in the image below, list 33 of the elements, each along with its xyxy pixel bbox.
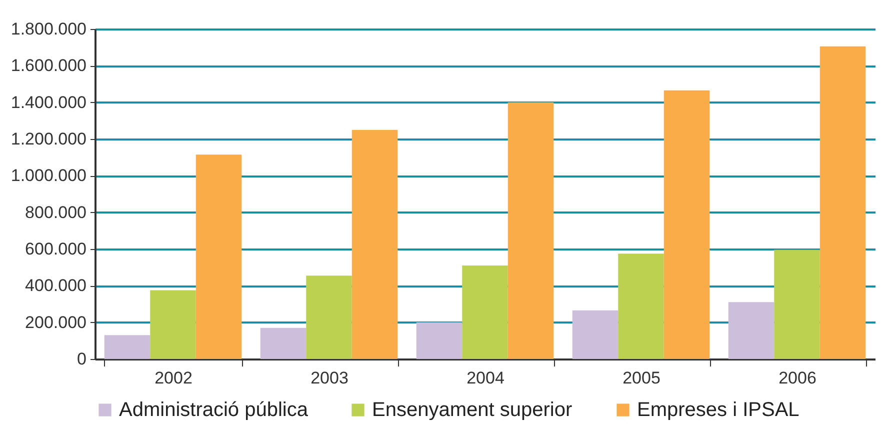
bar (416, 322, 462, 359)
bar (462, 266, 508, 359)
y-tick-label: 1.600.000 (10, 56, 86, 76)
y-tick-label: 1.000.000 (10, 166, 86, 186)
y-tick-label: 1.400.000 (10, 92, 86, 112)
y-tick-label: 1.800.000 (10, 20, 86, 38)
x-tick-label: 2003 (310, 368, 348, 388)
y-tick-label: 1.200.000 (10, 130, 86, 148)
bar (508, 102, 554, 359)
y-tick-label: 800.000 (25, 202, 86, 222)
x-tick-label: 2002 (154, 368, 192, 388)
bar (104, 335, 150, 359)
bar (820, 46, 866, 359)
bar (352, 130, 398, 359)
bar (306, 276, 352, 359)
y-tick-label: 200.000 (25, 312, 86, 332)
bar (774, 250, 820, 359)
bar (618, 254, 664, 359)
bar (260, 328, 306, 359)
bar (572, 310, 618, 359)
bar (196, 154, 242, 359)
x-tick-label: 2005 (622, 368, 660, 388)
legend-label: Empreses i IPSAL (637, 399, 800, 421)
y-tick-label: 400.000 (25, 276, 86, 296)
bar (150, 290, 196, 359)
legend-label: Ensenyament superior (372, 399, 572, 421)
bar (664, 90, 710, 359)
bar (728, 302, 774, 359)
x-tick-label: 2004 (466, 368, 504, 388)
y-tick-label: 0 (77, 350, 86, 368)
y-tick-label: 600.000 (25, 240, 86, 258)
x-tick-label: 2006 (778, 368, 816, 388)
legend-label: Administració pública (119, 399, 309, 421)
